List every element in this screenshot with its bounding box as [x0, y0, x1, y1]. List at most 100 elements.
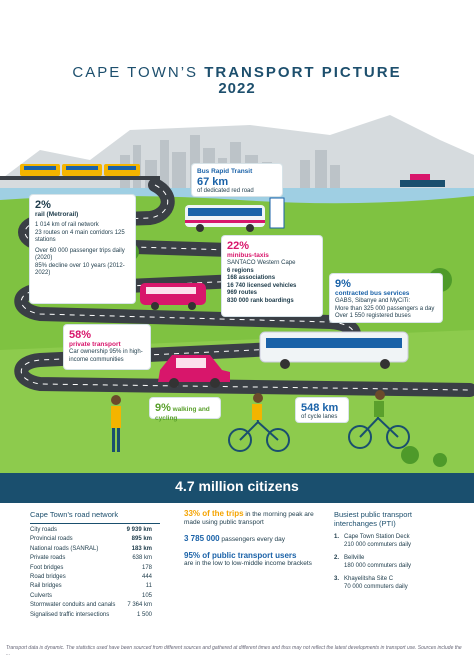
- brt-bus: [185, 205, 265, 232]
- rail-line2: 23 routes on 4 main corridors 125 statio…: [35, 229, 125, 244]
- pti-number: 1.: [334, 534, 340, 540]
- brt-card: Bus Rapid Transit 67 km of dedicated red…: [192, 164, 282, 196]
- road-network-item: Foot bridges: [30, 564, 64, 571]
- stat-morning-trips: 33% of the trips in the morning peak are…: [184, 509, 314, 527]
- road-network-row: City roads 9 939 km: [30, 527, 152, 536]
- page-year: 2022: [218, 80, 256, 97]
- private-percent: 58%: [69, 329, 92, 341]
- minibus-line: 168 associations: [227, 275, 276, 281]
- pedestrian: [111, 395, 121, 452]
- minibus-line: 830 000 rank boardings: [227, 297, 294, 304]
- road-network-item: City roads: [30, 527, 58, 533]
- pti-number: 2.: [334, 555, 340, 561]
- road-network-divider: [30, 523, 160, 524]
- rail-card: 2% rail (Metrorail) 1 014 km of rail net…: [30, 195, 135, 303]
- road-network-row: Foot bridges 178: [30, 565, 152, 574]
- contracted-line2: More than 325 000 passengers a day Over …: [335, 305, 435, 320]
- citizens-count: 4.7 million citizens: [175, 478, 299, 494]
- rail-percent: 2%: [35, 199, 51, 211]
- road-network-row: Private roads 638 km: [30, 555, 152, 564]
- brt-desc: of dedicated red road: [197, 188, 254, 194]
- pti-item: 2. Bellville 180 000 commuters daily: [334, 555, 446, 570]
- rail-line1: 1 014 km of rail network: [35, 222, 99, 228]
- contracted-bus-card: 9% contracted bus services GABS, Sibanye…: [330, 274, 442, 322]
- road-network-value: 444: [141, 573, 152, 580]
- walking-card: 9% walking and cycling: [150, 398, 220, 422]
- cycle-lanes-card: 548 km of cycle lanes: [296, 398, 348, 422]
- citizens-band: [0, 473, 474, 503]
- pti-heading: Busiest public transport interchanges (P…: [334, 510, 412, 528]
- minibus-line: 969 routes: [227, 290, 258, 296]
- road-network-row: Road bridges 444: [30, 574, 152, 583]
- pti-name: Khayelitsha Site C: [344, 576, 394, 582]
- cyclist-2: [348, 404, 410, 449]
- pti-number: 3.: [334, 576, 340, 582]
- minibus-percent: 22%: [227, 240, 250, 252]
- contracted-line1: GABS, Sibanye and MyCiTi:: [335, 298, 411, 304]
- stat-income-brackets: 95% of public transport users are in the…: [184, 551, 312, 568]
- minibus-line: SANTACO Western Cape: [227, 260, 296, 266]
- road-network-row: National roads (SANRAL) 183 km: [30, 546, 152, 555]
- private-car: [158, 355, 230, 388]
- walking-percent: 9%: [155, 402, 171, 414]
- rail-track: [0, 176, 160, 180]
- road-network-value: 178: [141, 564, 152, 571]
- walking-label: walking and cycling: [155, 406, 210, 422]
- road-network-value: 9 939 km: [126, 527, 152, 533]
- rail-line4: 85% decline over 10 years (2012-2022): [35, 262, 125, 277]
- pti-name: Cape Town Station Deck: [344, 534, 410, 540]
- brt-value: 67 km: [197, 176, 229, 188]
- ship: [400, 174, 445, 187]
- contracted-label: contracted bus services: [335, 290, 410, 297]
- minibus-card: 22% minibus-taxis SANTACO Western Cape 6…: [222, 236, 322, 316]
- city-bus: [259, 331, 409, 369]
- cyclist-1-body: [252, 404, 262, 420]
- minibus-taxi: [140, 283, 206, 310]
- road-network-row: Signalised traffic intersections 1 500: [30, 612, 152, 621]
- road-network-value: 7 364 km: [127, 602, 152, 609]
- pti-item: 1. Cape Town Station Deck 210 000 commuter…: [334, 534, 446, 549]
- road-network-value: 895 km: [131, 536, 152, 543]
- stat-daily-passengers: 3 785 000 passengers every day: [184, 534, 285, 544]
- pti-list: 1. Cape Town Station Deck 210 000 commuter…: [334, 534, 446, 591]
- pti-value: 70 000 commuters daily: [344, 583, 408, 590]
- road-network-item: National roads (SANRAL): [30, 545, 99, 552]
- road-network-heading: Cape Town’s road network: [30, 510, 119, 519]
- road-network-item: Signalised traffic intersections: [30, 611, 110, 618]
- road-network-value: 638 km: [132, 555, 152, 562]
- road-network-row: Rail bridges 11: [30, 583, 152, 592]
- road-network-value: 1 500: [136, 611, 152, 618]
- pti-value: 180 000 commuters daily: [344, 562, 412, 569]
- private-transport-card: 58% private transport Car ownership 95% …: [64, 325, 150, 369]
- minibus-label: minibus-taxis: [227, 252, 269, 259]
- pti-item: 3. Khayelitsha Site C 70 000 commuters dai…: [334, 576, 446, 591]
- private-label: private transport: [69, 341, 121, 348]
- private-line1: Car ownership 95% in high-income communi…: [69, 349, 143, 363]
- road-network-item: Provincial roads: [30, 536, 73, 543]
- footnote: Transport data is dynamic. The statistic…: [6, 645, 462, 657]
- road-network-value: 105: [141, 592, 152, 599]
- pti-value: 210 000 commuters daily: [344, 541, 412, 548]
- road-network-item: Rail bridges: [30, 583, 62, 590]
- road-network-row: Stormwater conduits and canals 7 364 km: [30, 602, 152, 611]
- brt-label: Bus Rapid Transit: [197, 168, 253, 175]
- page-title: CAPE TOWN’S TRANSPORT PICTURE: [72, 64, 402, 81]
- road-network-section: Cape Town’s road network City roads 9 939…: [30, 510, 160, 621]
- road-network-item: Private roads: [30, 555, 66, 562]
- contracted-percent: 9%: [335, 278, 351, 290]
- train: [20, 164, 140, 176]
- road-network-value: 11: [145, 583, 152, 590]
- rail-label: rail (Metrorail): [35, 211, 79, 218]
- cycle-label: of cycle lanes: [301, 414, 338, 420]
- road-network-row: Culverts 105: [30, 593, 152, 602]
- road-network-table: City roads 9 939 km Provincial roads 895 km…: [30, 527, 152, 621]
- road-network-row: Provincial roads 895 km: [30, 536, 152, 545]
- cyclist-2-body: [374, 401, 384, 417]
- pti-name: Bellville: [344, 555, 365, 561]
- cyclist-2-head: [375, 390, 385, 400]
- cyclist-1-head: [253, 393, 263, 403]
- public-transport-stats: 33% of the trips in the morning peak are…: [184, 510, 314, 568]
- minibus-line: 16 740 licensed vehicles: [227, 282, 297, 289]
- cycle-value: 548 km: [301, 402, 339, 414]
- road-network-item: Culverts: [30, 592, 53, 599]
